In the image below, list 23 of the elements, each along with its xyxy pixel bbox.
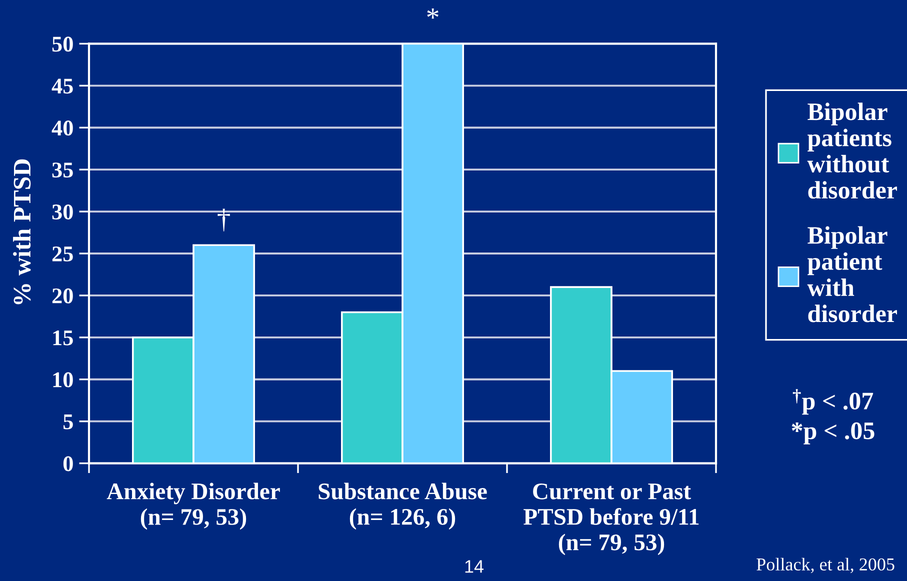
text: *p < .05	[792, 422, 874, 444]
annotation: †	[218, 208, 230, 232]
y-tick-label: 0	[63, 456, 73, 472]
x-tick-label: Substance Abuse (n= 126, 6)	[318, 482, 487, 530]
y-tick-label: 25	[52, 246, 73, 262]
text: $^{†}$p < .07	[792, 389, 874, 415]
y-tick-label: 5	[64, 414, 73, 430]
y-tick-label: 10	[53, 372, 73, 388]
x-tick-label: Anxiety Disorder (n= 79, 53)	[106, 482, 280, 530]
text: Pollack, et al, 2005	[756, 558, 894, 574]
x-tick-label: Current or Past PTSD before 9/11 (n= 79, 53)	[524, 483, 699, 556]
y-tick-label: 30	[52, 204, 73, 220]
y-tick-label: 15	[53, 330, 73, 346]
y-tick-label: 40	[52, 120, 73, 136]
y-tick-label: 45	[52, 78, 73, 94]
y-axis-title: % with PTSD	[13, 159, 31, 304]
y-tick-label: 35	[52, 162, 73, 178]
legend-label: Bipolar patients without disorder	[807, 102, 897, 199]
y-tick-label: 20	[52, 288, 73, 304]
annotation: *	[427, 8, 438, 19]
text: 14	[465, 560, 484, 573]
y-tick-label: 50	[52, 36, 73, 52]
legend-label: Bipolar patient with disorder	[807, 226, 897, 322]
